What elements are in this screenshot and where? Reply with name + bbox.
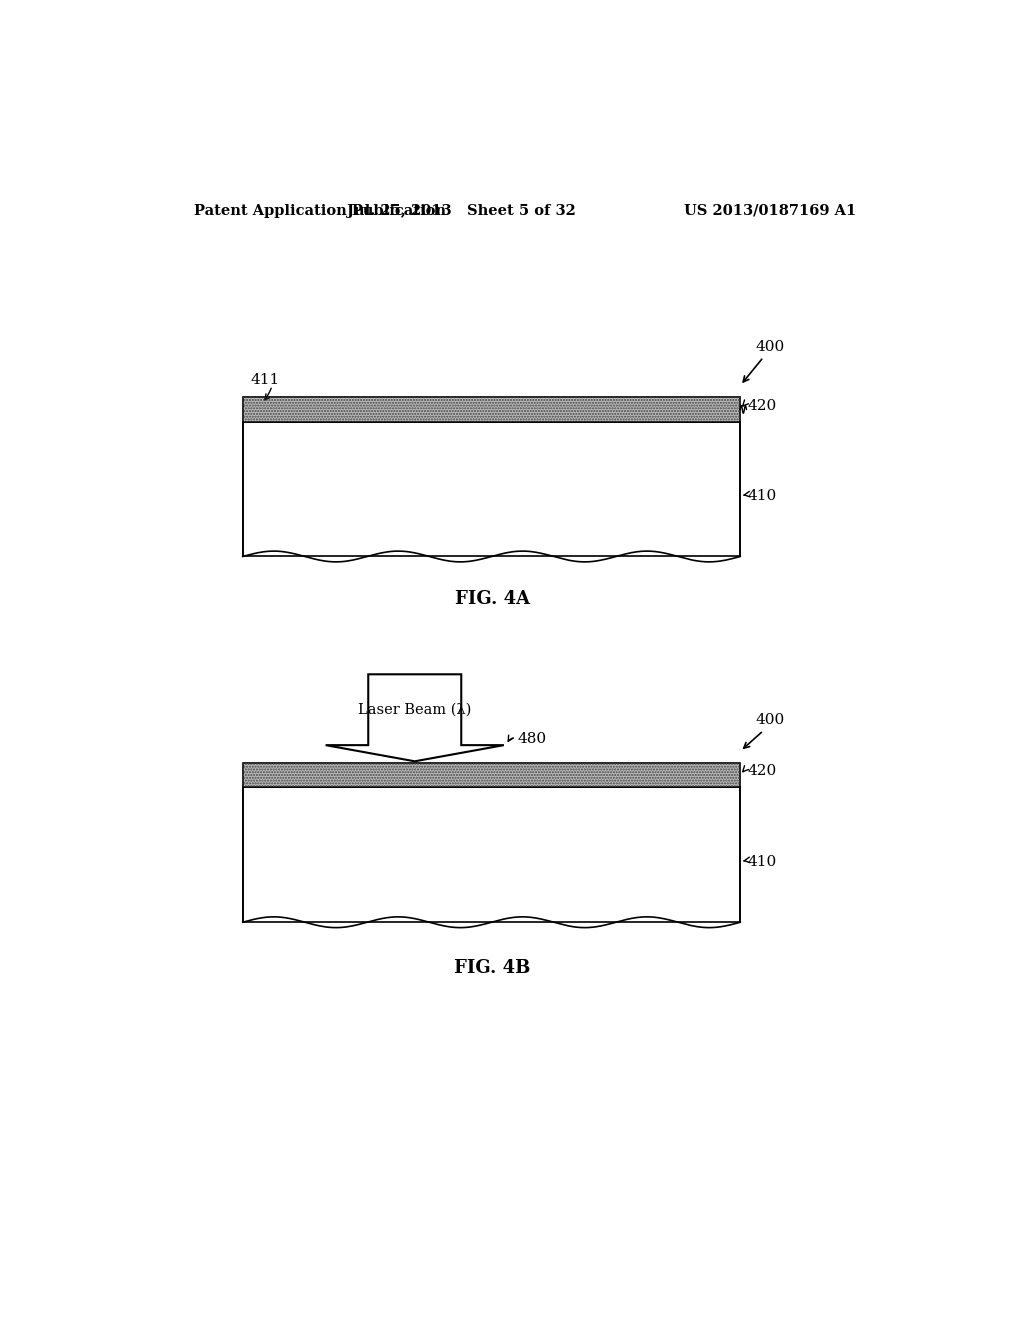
Bar <box>243 788 740 923</box>
Text: 400: 400 <box>756 714 785 727</box>
Polygon shape <box>326 675 504 762</box>
Bar <box>243 397 740 422</box>
Text: US 2013/0187169 A1: US 2013/0187169 A1 <box>684 203 856 218</box>
Text: FIG. 4A: FIG. 4A <box>455 590 529 607</box>
Text: 410: 410 <box>748 855 777 869</box>
Text: Patent Application Publication: Patent Application Publication <box>194 203 445 218</box>
Text: Laser Beam (λ): Laser Beam (λ) <box>358 702 471 717</box>
Bar <box>243 422 740 557</box>
Text: Jul. 25, 2013   Sheet 5 of 32: Jul. 25, 2013 Sheet 5 of 32 <box>347 203 575 218</box>
Text: 400: 400 <box>756 341 785 354</box>
Bar <box>243 763 740 788</box>
Text: FIG. 4B: FIG. 4B <box>454 960 530 977</box>
Text: 420: 420 <box>748 399 777 413</box>
Text: 411: 411 <box>251 374 280 387</box>
Text: 420: 420 <box>748 764 777 779</box>
Bar <box>243 763 740 788</box>
Text: 410: 410 <box>748 490 777 503</box>
Text: 480: 480 <box>518 733 547 746</box>
Bar <box>243 397 740 422</box>
